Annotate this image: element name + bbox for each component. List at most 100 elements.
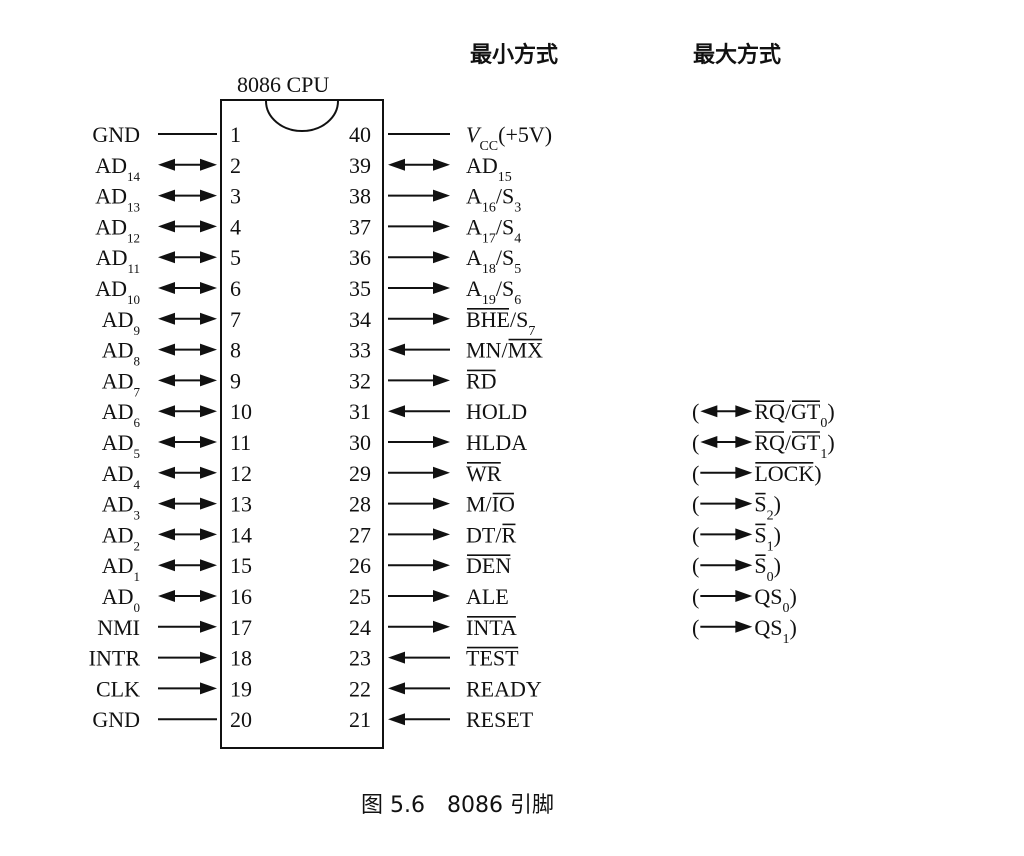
left-pin: GND 1 — [92, 122, 241, 147]
pin-name: DT/R — [466, 522, 516, 547]
pin-number: 15 — [230, 553, 252, 578]
label-segment: S — [754, 553, 766, 578]
pin-name: AD13 — [95, 184, 140, 215]
label-subscript: 18 — [482, 262, 496, 277]
pin-name: A19/S6 — [466, 276, 521, 308]
pin-number: 10 — [230, 399, 252, 424]
max-mode-label: ( S0) — [692, 553, 781, 585]
pin-name-main: AD — [102, 522, 134, 547]
arrowhead — [200, 282, 217, 294]
arrowhead — [200, 312, 217, 325]
pin-name: INTR — [89, 646, 141, 671]
arrowhead — [200, 682, 217, 695]
label-segment: R — [501, 522, 516, 547]
arrowhead — [388, 158, 405, 171]
pin-name: RESET — [466, 707, 534, 732]
pin-name: HLDA — [466, 430, 527, 455]
right-pin: 35 A19/S6 — [349, 276, 521, 308]
label-segment: / — [785, 399, 792, 424]
left-pin: AD14 2 — [95, 153, 241, 184]
pin-name-main: AD — [95, 184, 127, 209]
pin-number: 22 — [349, 676, 371, 701]
arrowhead — [158, 282, 175, 294]
pin-name: WR — [466, 461, 502, 486]
arrowhead — [200, 528, 217, 541]
arrowhead — [158, 312, 175, 325]
pin-number: 5 — [230, 245, 241, 270]
pin-name-main: GND — [92, 707, 140, 732]
arrowhead — [700, 405, 718, 418]
pin-name-main: AD — [102, 553, 134, 578]
pin-name: ALE — [466, 584, 509, 609]
arrowhead — [158, 374, 175, 387]
label-segment: ( — [692, 553, 699, 578]
pin-name-subscript: 8 — [134, 353, 141, 368]
arrowhead — [200, 158, 217, 171]
pin-number: 34 — [349, 307, 371, 332]
arrowhead — [158, 343, 175, 356]
pin-name: A16/S3 — [466, 184, 521, 216]
pin-name-main: AD — [102, 461, 134, 486]
right-pin: 34 BHE/S7 — [349, 307, 535, 339]
arrowhead — [158, 436, 175, 448]
arrowhead — [200, 466, 217, 479]
arrowhead — [200, 559, 217, 572]
max-mode-pin: ( LOCK) — [692, 461, 822, 486]
arrowhead — [735, 559, 753, 572]
label-segment: ( — [692, 584, 699, 609]
label-segment: A — [466, 184, 482, 209]
max-mode-pin: ( RQ/GT1) — [692, 430, 835, 462]
pin-number: 24 — [349, 615, 371, 640]
left-pin: AD11 5 — [96, 245, 241, 276]
pin-name: AD0 — [102, 584, 140, 615]
pin-name-main: INTR — [89, 646, 141, 671]
max-mode-pin: ( RQ/GT0) — [692, 399, 835, 431]
label-subscript: 1 — [767, 539, 774, 554]
arrowhead — [388, 343, 405, 356]
pin-number: 30 — [349, 430, 371, 455]
arrowhead — [200, 436, 217, 448]
label-subscript: 3 — [514, 200, 521, 215]
pin-name: NMI — [97, 615, 140, 640]
pin-name-main: AD — [102, 584, 134, 609]
pin-number: 33 — [349, 338, 371, 363]
label-segment: DT/ — [466, 522, 502, 547]
label-segment: /S — [496, 184, 514, 209]
pin-name: GND — [92, 707, 140, 732]
pin-number: 18 — [230, 646, 252, 671]
pin-number: 26 — [349, 553, 371, 578]
arrowhead — [200, 343, 217, 356]
pin-name: M/IO — [466, 492, 515, 517]
pin-number: 38 — [349, 184, 371, 209]
label-segment: MN/ — [466, 338, 508, 363]
pin-number: 25 — [349, 584, 371, 609]
left-pin: AD6 10 — [102, 399, 252, 430]
pin-name: A17/S4 — [466, 214, 521, 246]
pin-name: AD11 — [96, 245, 140, 276]
max-mode-pins: ( RQ/GT0)( RQ/GT1)( LOCK)( S2)( S1)( S0)… — [692, 399, 835, 646]
chip-body — [220, 99, 384, 749]
label-subscript: 6 — [514, 293, 521, 308]
right-pin: 39 AD15 — [349, 153, 512, 185]
pin-name: A18/S5 — [466, 245, 521, 277]
label-segment: S — [754, 492, 766, 517]
left-pin: AD7 9 — [102, 368, 241, 399]
label-segment: /S — [510, 307, 528, 332]
pin-name-main: NMI — [97, 615, 140, 640]
arrowhead — [200, 220, 217, 233]
right-pin: 27 DT/R — [349, 522, 516, 547]
pin-number: 16 — [230, 584, 252, 609]
label-segment: ( — [692, 399, 699, 424]
right-pin: 25 ALE — [349, 584, 509, 609]
right-pin: 23 TEST — [349, 646, 519, 671]
left-pin: AD0 16 — [102, 584, 252, 615]
arrowhead — [158, 590, 175, 602]
pin-name-subscript: 7 — [134, 384, 141, 399]
pin-name: AD2 — [102, 522, 140, 553]
right-pin: 33 MN/MX — [349, 338, 543, 363]
pin-name-main: GND — [92, 122, 140, 147]
pin-name-subscript: 11 — [127, 261, 140, 276]
left-pin: AD9 7 — [102, 307, 241, 338]
left-pin: AD8 8 — [102, 338, 241, 369]
